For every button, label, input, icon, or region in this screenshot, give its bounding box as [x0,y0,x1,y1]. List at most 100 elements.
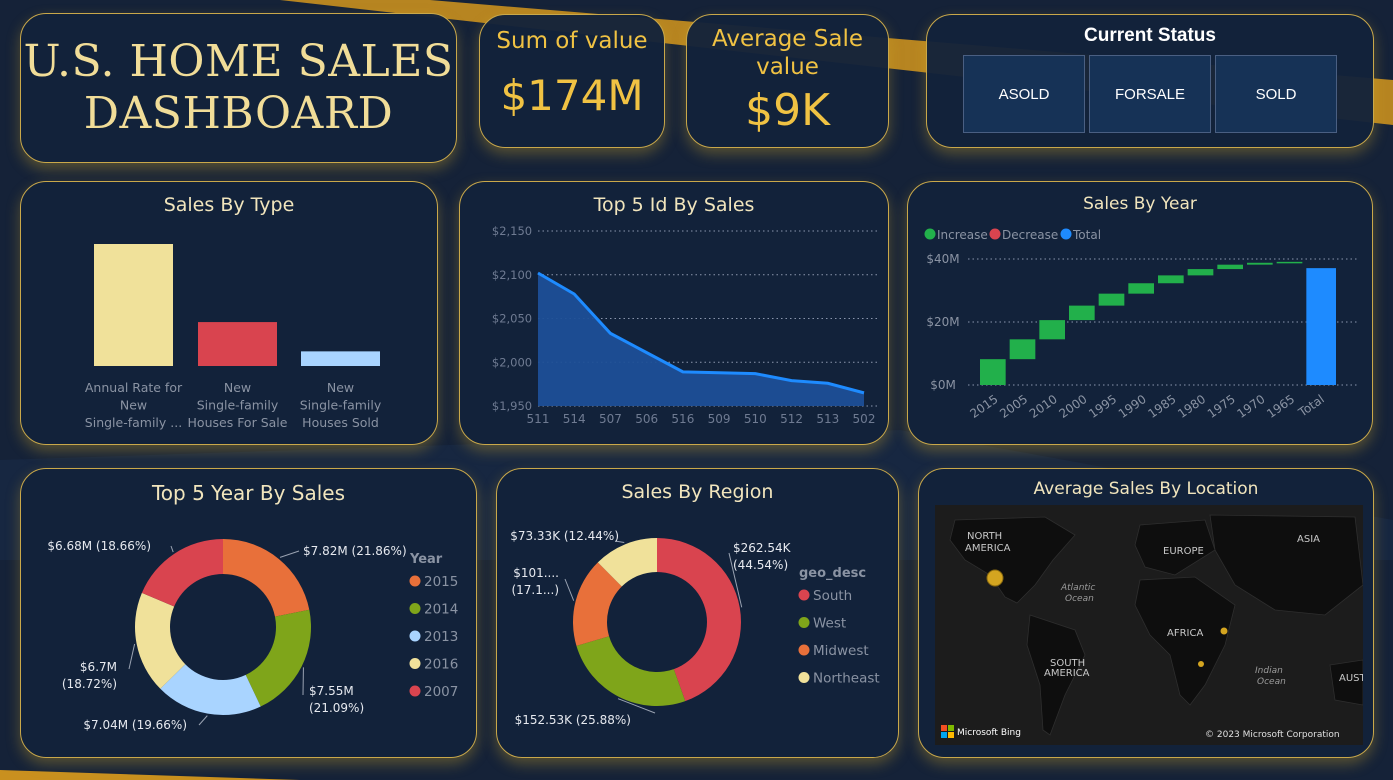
kpi-sum-card[interactable]: Sum of value $174M [479,14,665,148]
year-donut-legend-label-0[interactable]: 2015 [424,574,458,590]
year-donut-slice-2[interactable] [160,664,261,715]
region-donut-datalabel-0-1: (44.54%) [733,558,788,572]
map-label-asia: ASIA [1297,534,1320,545]
id-xtick-3: 506 [635,412,658,426]
type-label-0-0: Annual Rate for [85,380,183,395]
year-legend-label-2[interactable]: Total [1072,228,1101,242]
map-copyright: © 2023 Microsoft Corporation [1205,730,1340,740]
map-title: Average Sales By Location [1033,479,1259,499]
region-donut-legend-dot-3 [798,672,810,683]
type-bar-0[interactable] [94,244,173,366]
id-xtick-7: 512 [780,412,803,426]
year-donut-legend-label-2[interactable]: 2013 [424,629,458,645]
year-donut-legend-dot-0 [409,575,421,587]
south-america-shape [1026,614,1086,736]
type-bar-2[interactable] [301,351,380,366]
year-bar-2[interactable] [1039,320,1065,340]
year-bar-1[interactable] [1009,339,1036,360]
year-bar-10[interactable] [1276,261,1303,264]
year-legend-dot-0 [924,228,936,240]
year-bar-5[interactable] [1128,283,1154,294]
year-donut-legend-dot-2 [409,630,421,642]
year-donut-slice-0[interactable] [223,539,310,617]
status-button-asold[interactable]: ASOLD [963,55,1085,133]
status-card: Current Status ASOLD FORSALE SOLD [926,14,1374,148]
world-map: NORTH AMERICA EUROPE ASIA AFRICA SOUTH A… [935,505,1363,745]
dashboard-title-line1: U.S. HOME SALES [23,36,454,87]
year-donut-legend-label-4[interactable]: 2007 [424,684,458,700]
sales-by-year-chart: $40M $20M $0M Increase Decrease Total 20152005… [924,228,1358,421]
map-canvas[interactable]: NORTH AMERICA EUROPE ASIA AFRICA SOUTH A… [935,505,1363,745]
year-donut-slice-4[interactable] [141,539,223,607]
region-donut-leader-1 [617,698,656,714]
year-donut-leader-0 [279,550,300,558]
year-donut-datalabel-4-0: $6.68M (18.66%) [47,539,151,553]
region-donut-slice-1[interactable] [576,636,686,706]
year-xtick-8: 1975 [1205,392,1238,421]
region-donut-legend-title: geo_desc [799,566,866,581]
region-donut-legend-label-2[interactable]: Midwest [813,643,869,659]
region-donut-legend-dot-2 [798,644,810,656]
sales-by-year-title: Sales By Year [1083,194,1197,214]
year-bar-total[interactable] [1306,268,1336,385]
sales-by-region-chart: $262.54K (44.54%) $152.53K (25.88%) $101...… [510,529,880,727]
year-bar-6[interactable] [1158,275,1184,284]
type-label-1-1: Single-family [197,398,279,413]
region-donut-legend-label-0[interactable]: South [813,588,852,604]
year-donut-legend-dot-1 [409,603,421,614]
year-donut-legend-dot-4 [409,685,421,697]
sales-by-region-card: Sales By Region $262.54K (44.54%) $152.53K… [496,468,899,758]
year-xtick-5: 1990 [1116,392,1149,421]
map-bubble-africa-east[interactable] [1220,627,1228,635]
id-xtick-5: 509 [708,412,731,426]
region-donut-slice-3[interactable] [597,538,657,587]
year-xtick-7: 1980 [1175,392,1208,421]
id-xtick-2: 507 [599,412,622,426]
map-label-north-america: NORTH [967,531,1002,542]
region-donut-datalabel-2-1: (17.1...) [511,583,559,597]
year-legend-label-1[interactable]: Decrease [1002,228,1058,242]
kpi-average-label-line1: Average Sale [712,26,863,52]
year-donut-datalabel-2-0: $7.04M (19.66%) [83,718,187,732]
type-label-1-0: New [224,380,251,395]
year-bar-0[interactable] [980,359,1006,385]
id-xtick-8: 513 [816,412,839,426]
sales-by-type-chart: Annual Rate for New Single-family ... New Si… [85,244,382,430]
year-bar-7[interactable] [1187,269,1214,276]
year-ytick-2: $0M [930,378,956,392]
year-bar-3[interactable] [1069,305,1095,321]
region-donut-slice-0[interactable] [657,538,742,702]
year-donut-slice-1[interactable] [245,609,311,707]
map-label-south-america-2: AMERICA [1044,668,1090,679]
region-donut-leader-0 [728,552,743,608]
top5-year-chart: $7.82M (21.86%) $7.55M (21.09%) $7.04M (19.… [47,539,458,732]
year-legend-label-0[interactable]: Increase [937,228,988,242]
map-bubble-africa-south[interactable] [1198,661,1204,667]
year-xtick-0: 2015 [968,392,1001,421]
year-legend-dot-2 [1060,228,1072,240]
sales-by-year-card: Sales By Year $40M $20M $0M Increase Decreas… [907,181,1373,445]
region-donut-slice-2[interactable] [573,562,622,646]
year-donut-legend-label-3[interactable]: 2016 [424,657,458,673]
year-bar-4[interactable] [1098,293,1125,306]
map-label-australia: AUST [1339,673,1363,684]
kpi-average-card[interactable]: Average Sale value $9K [686,14,889,148]
sales-by-type-card: Sales By Type Annual Rate for New Single-f… [20,181,438,445]
status-button-forsale[interactable]: FORSALE [1089,55,1211,133]
status-button-sold[interactable]: SOLD [1215,55,1337,133]
id-line[interactable] [537,271,865,395]
region-donut-legend-label-1[interactable]: West [813,616,846,632]
year-donut-slice-3[interactable] [134,592,186,689]
year-bar-9[interactable] [1247,262,1273,265]
sales-by-region-title: Sales By Region [621,481,774,503]
year-donut-legend-label-1[interactable]: 2014 [424,602,458,618]
map-bubble-us[interactable] [986,569,1004,587]
id-xtick-9: 502 [853,412,876,426]
year-donut-datalabel-1-0: $7.55M [309,684,354,698]
year-donut-datalabel-3-1: (18.72%) [62,677,117,691]
year-bar-8[interactable] [1217,264,1243,270]
type-label-0-2: Single-family ... [85,415,182,430]
region-donut-legend-label-3[interactable]: Northeast [813,671,880,687]
type-bar-1[interactable] [198,322,277,366]
